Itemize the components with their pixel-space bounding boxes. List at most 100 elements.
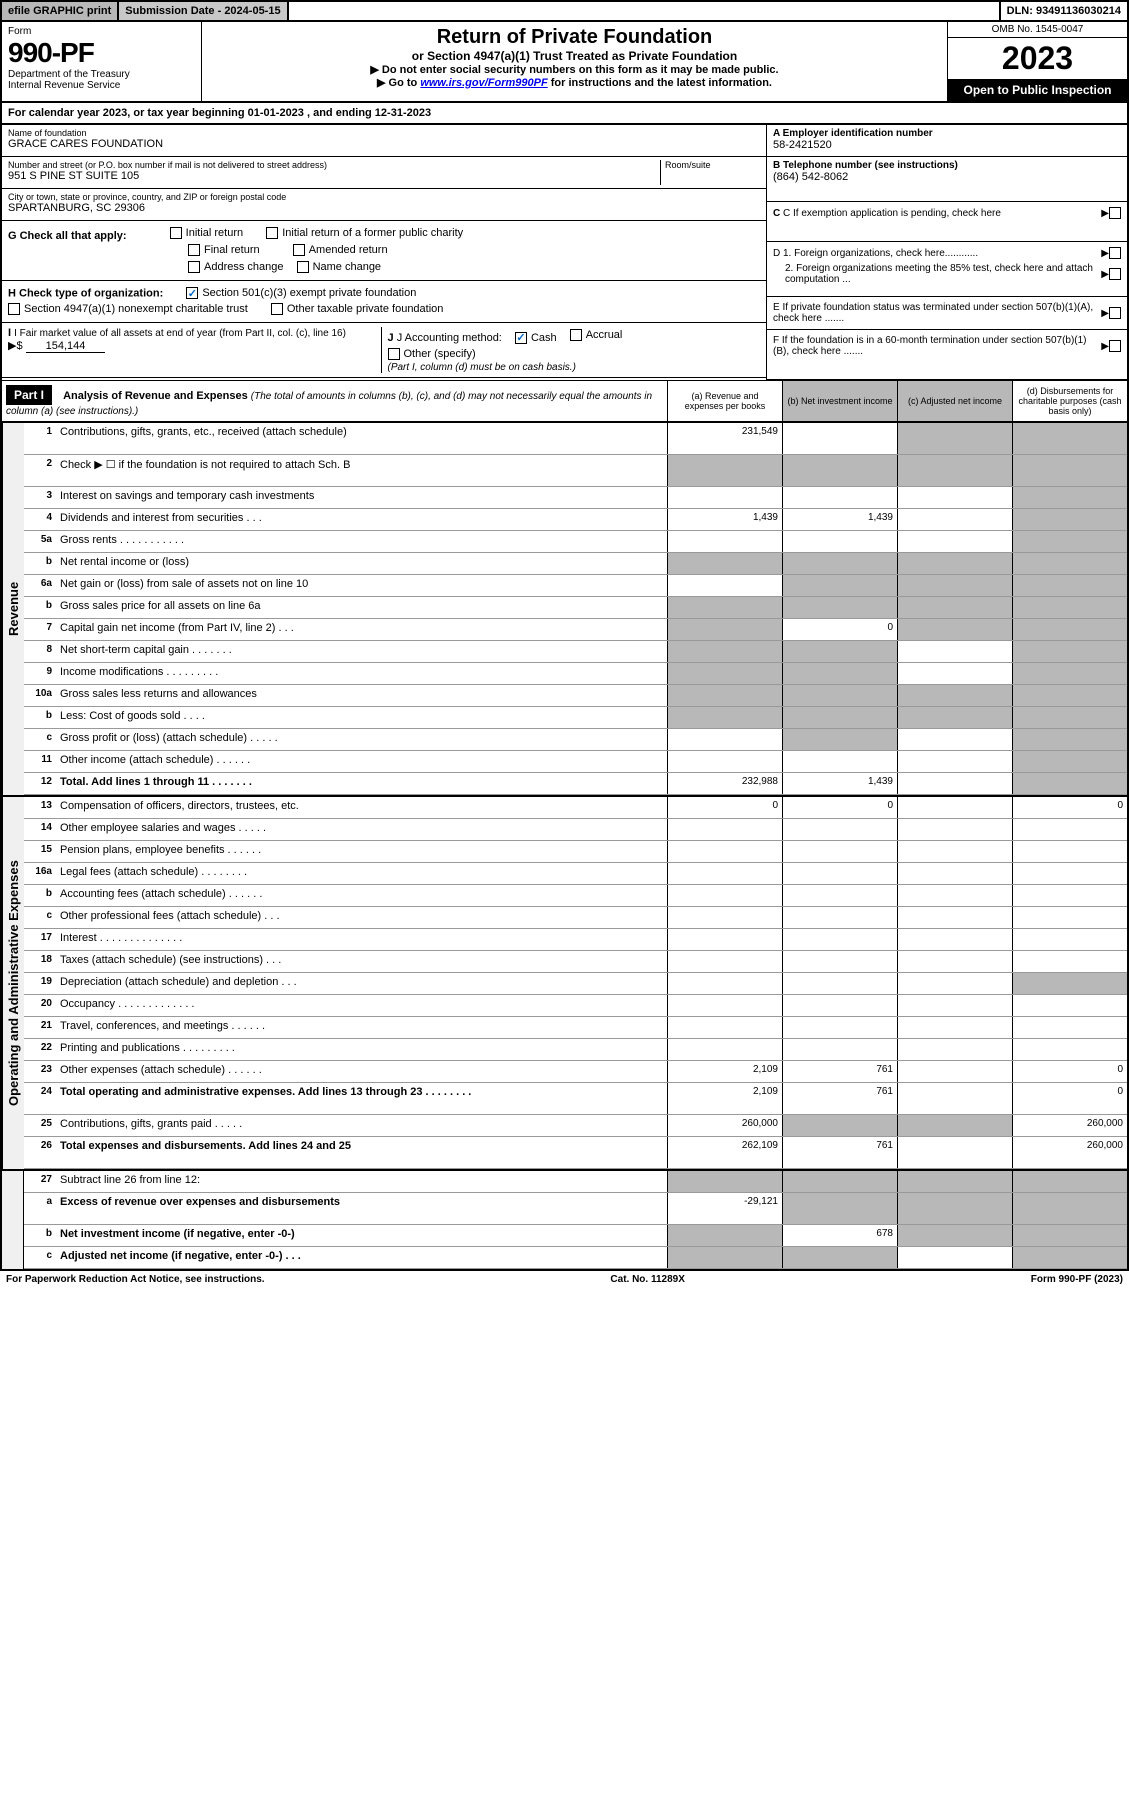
checkbox-other-taxable[interactable] bbox=[271, 303, 283, 315]
table-row: 1Contributions, gifts, grants, etc., rec… bbox=[24, 423, 1127, 455]
val-cell-d: 0 bbox=[1012, 797, 1127, 818]
row-num: 13 bbox=[24, 797, 56, 818]
f-cell: F If the foundation is in a 60-month ter… bbox=[767, 330, 1127, 380]
val-cell-c bbox=[897, 509, 1012, 530]
table-row: 13Compensation of officers, directors, t… bbox=[24, 797, 1127, 819]
row-label: Gross sales price for all assets on line… bbox=[56, 597, 667, 618]
val-cell-d bbox=[1012, 487, 1127, 508]
checkbox-other-method[interactable] bbox=[388, 348, 400, 360]
row-num: b bbox=[24, 885, 56, 906]
table-row: 27Subtract line 26 from line 12: bbox=[24, 1171, 1127, 1193]
checkbox-e[interactable] bbox=[1109, 307, 1121, 319]
val-cell-a bbox=[667, 819, 782, 840]
checkbox-name-change[interactable] bbox=[297, 261, 309, 273]
row-label: Net gain or (loss) from sale of assets n… bbox=[56, 575, 667, 596]
table-row: 5aGross rents . . . . . . . . . . . bbox=[24, 531, 1127, 553]
val-cell-c bbox=[897, 751, 1012, 772]
footer-right: Form 990-PF (2023) bbox=[1031, 1274, 1123, 1285]
val-cell-d bbox=[1012, 773, 1127, 794]
val-cell-d bbox=[1012, 929, 1127, 950]
val-cell-a bbox=[667, 1247, 782, 1268]
checkbox-4947[interactable] bbox=[8, 303, 20, 315]
val-cell-c bbox=[897, 863, 1012, 884]
col-a-header: (a) Revenue and expenses per books bbox=[667, 381, 782, 421]
row-label: Compensation of officers, directors, tru… bbox=[56, 797, 667, 818]
address: 951 S PINE ST SUITE 105 bbox=[8, 170, 660, 182]
checkbox-501c3[interactable] bbox=[186, 287, 198, 299]
val-cell-a bbox=[667, 729, 782, 750]
val-cell-c bbox=[897, 1193, 1012, 1224]
part1-header-row: Part I Analysis of Revenue and Expenses … bbox=[0, 380, 1129, 423]
dept-2: Internal Revenue Service bbox=[8, 80, 195, 91]
city-label: City or town, state or province, country… bbox=[8, 192, 760, 202]
row-num: 10a bbox=[24, 685, 56, 706]
checkbox-d1[interactable] bbox=[1109, 247, 1121, 259]
header-right: OMB No. 1545-0047 2023 Open to Public In… bbox=[947, 22, 1127, 101]
val-cell-b bbox=[782, 641, 897, 662]
efile-button[interactable]: efile GRAPHIC print bbox=[2, 2, 119, 20]
val-cell-d bbox=[1012, 729, 1127, 750]
val-cell-c bbox=[897, 797, 1012, 818]
val-cell-d bbox=[1012, 1039, 1127, 1060]
checkbox-initial[interactable] bbox=[170, 227, 182, 239]
final-rows: 27Subtract line 26 from line 12:aExcess … bbox=[24, 1171, 1127, 1269]
table-row: 21Travel, conferences, and meetings . . … bbox=[24, 1017, 1127, 1039]
row-label: Gross rents . . . . . . . . . . . bbox=[56, 531, 667, 552]
val-cell-c bbox=[897, 1039, 1012, 1060]
open-public-badge: Open to Public Inspection bbox=[948, 79, 1127, 101]
checkbox-initial-former[interactable] bbox=[266, 227, 278, 239]
city-value: SPARTANBURG, SC 29306 bbox=[8, 202, 760, 214]
name-cell: Name of foundation GRACE CARES FOUNDATIO… bbox=[2, 125, 766, 157]
val-cell-c bbox=[897, 423, 1012, 454]
name-label: Name of foundation bbox=[8, 128, 760, 138]
part1-badge: Part I bbox=[6, 385, 52, 405]
row-num: 15 bbox=[24, 841, 56, 862]
table-row: 26Total expenses and disbursements. Add … bbox=[24, 1137, 1127, 1169]
checkbox-amended[interactable] bbox=[293, 244, 305, 256]
checkbox-f[interactable] bbox=[1109, 340, 1121, 352]
val-cell-b bbox=[782, 455, 897, 486]
form-link[interactable]: www.irs.gov/Form990PF bbox=[420, 77, 547, 89]
row-num: 8 bbox=[24, 641, 56, 662]
val-cell-b: 0 bbox=[782, 619, 897, 640]
val-cell-c bbox=[897, 619, 1012, 640]
tax-year: 2023 bbox=[948, 38, 1127, 79]
checkbox-addr-change[interactable] bbox=[188, 261, 200, 273]
val-cell-c bbox=[897, 1061, 1012, 1082]
form-subtitle: or Section 4947(a)(1) Trust Treated as P… bbox=[206, 49, 943, 63]
val-cell-a bbox=[667, 973, 782, 994]
row-num: 21 bbox=[24, 1017, 56, 1038]
row-label: Other income (attach schedule) . . . . .… bbox=[56, 751, 667, 772]
table-row: 11Other income (attach schedule) . . . .… bbox=[24, 751, 1127, 773]
ein-label: A Employer identification number bbox=[773, 128, 1121, 139]
checkbox-d2[interactable] bbox=[1109, 268, 1121, 280]
table-row: 8Net short-term capital gain . . . . . .… bbox=[24, 641, 1127, 663]
checkbox-final[interactable] bbox=[188, 244, 200, 256]
table-row: 2Check ▶ ☐ if the foundation is not requ… bbox=[24, 455, 1127, 487]
val-cell-b bbox=[782, 973, 897, 994]
val-cell-c bbox=[897, 641, 1012, 662]
row-label: Net rental income or (loss) bbox=[56, 553, 667, 574]
val-cell-a bbox=[667, 641, 782, 662]
val-cell-b: 761 bbox=[782, 1061, 897, 1082]
city-cell: City or town, state or province, country… bbox=[2, 189, 766, 221]
checkbox-accrual[interactable] bbox=[570, 329, 582, 341]
table-row: 18Taxes (attach schedule) (see instructi… bbox=[24, 951, 1127, 973]
val-cell-c bbox=[897, 841, 1012, 862]
g-label: G Check all that apply: bbox=[8, 230, 127, 242]
val-cell-b bbox=[782, 885, 897, 906]
top-bar: efile GRAPHIC print Submission Date - 20… bbox=[0, 0, 1129, 22]
checkbox-cash[interactable] bbox=[515, 332, 527, 344]
val-cell-c bbox=[897, 531, 1012, 552]
row-num: 25 bbox=[24, 1115, 56, 1136]
val-cell-c bbox=[897, 707, 1012, 728]
row-num: a bbox=[24, 1193, 56, 1224]
row-label: Contributions, gifts, grants, etc., rece… bbox=[56, 423, 667, 454]
col-c-header: (c) Adjusted net income bbox=[897, 381, 1012, 421]
table-row: cAdjusted net income (if negative, enter… bbox=[24, 1247, 1127, 1269]
row-label: Printing and publications . . . . . . . … bbox=[56, 1039, 667, 1060]
val-cell-d: 0 bbox=[1012, 1061, 1127, 1082]
checkbox-c[interactable] bbox=[1109, 207, 1121, 219]
val-cell-d bbox=[1012, 707, 1127, 728]
row-label: Occupancy . . . . . . . . . . . . . bbox=[56, 995, 667, 1016]
